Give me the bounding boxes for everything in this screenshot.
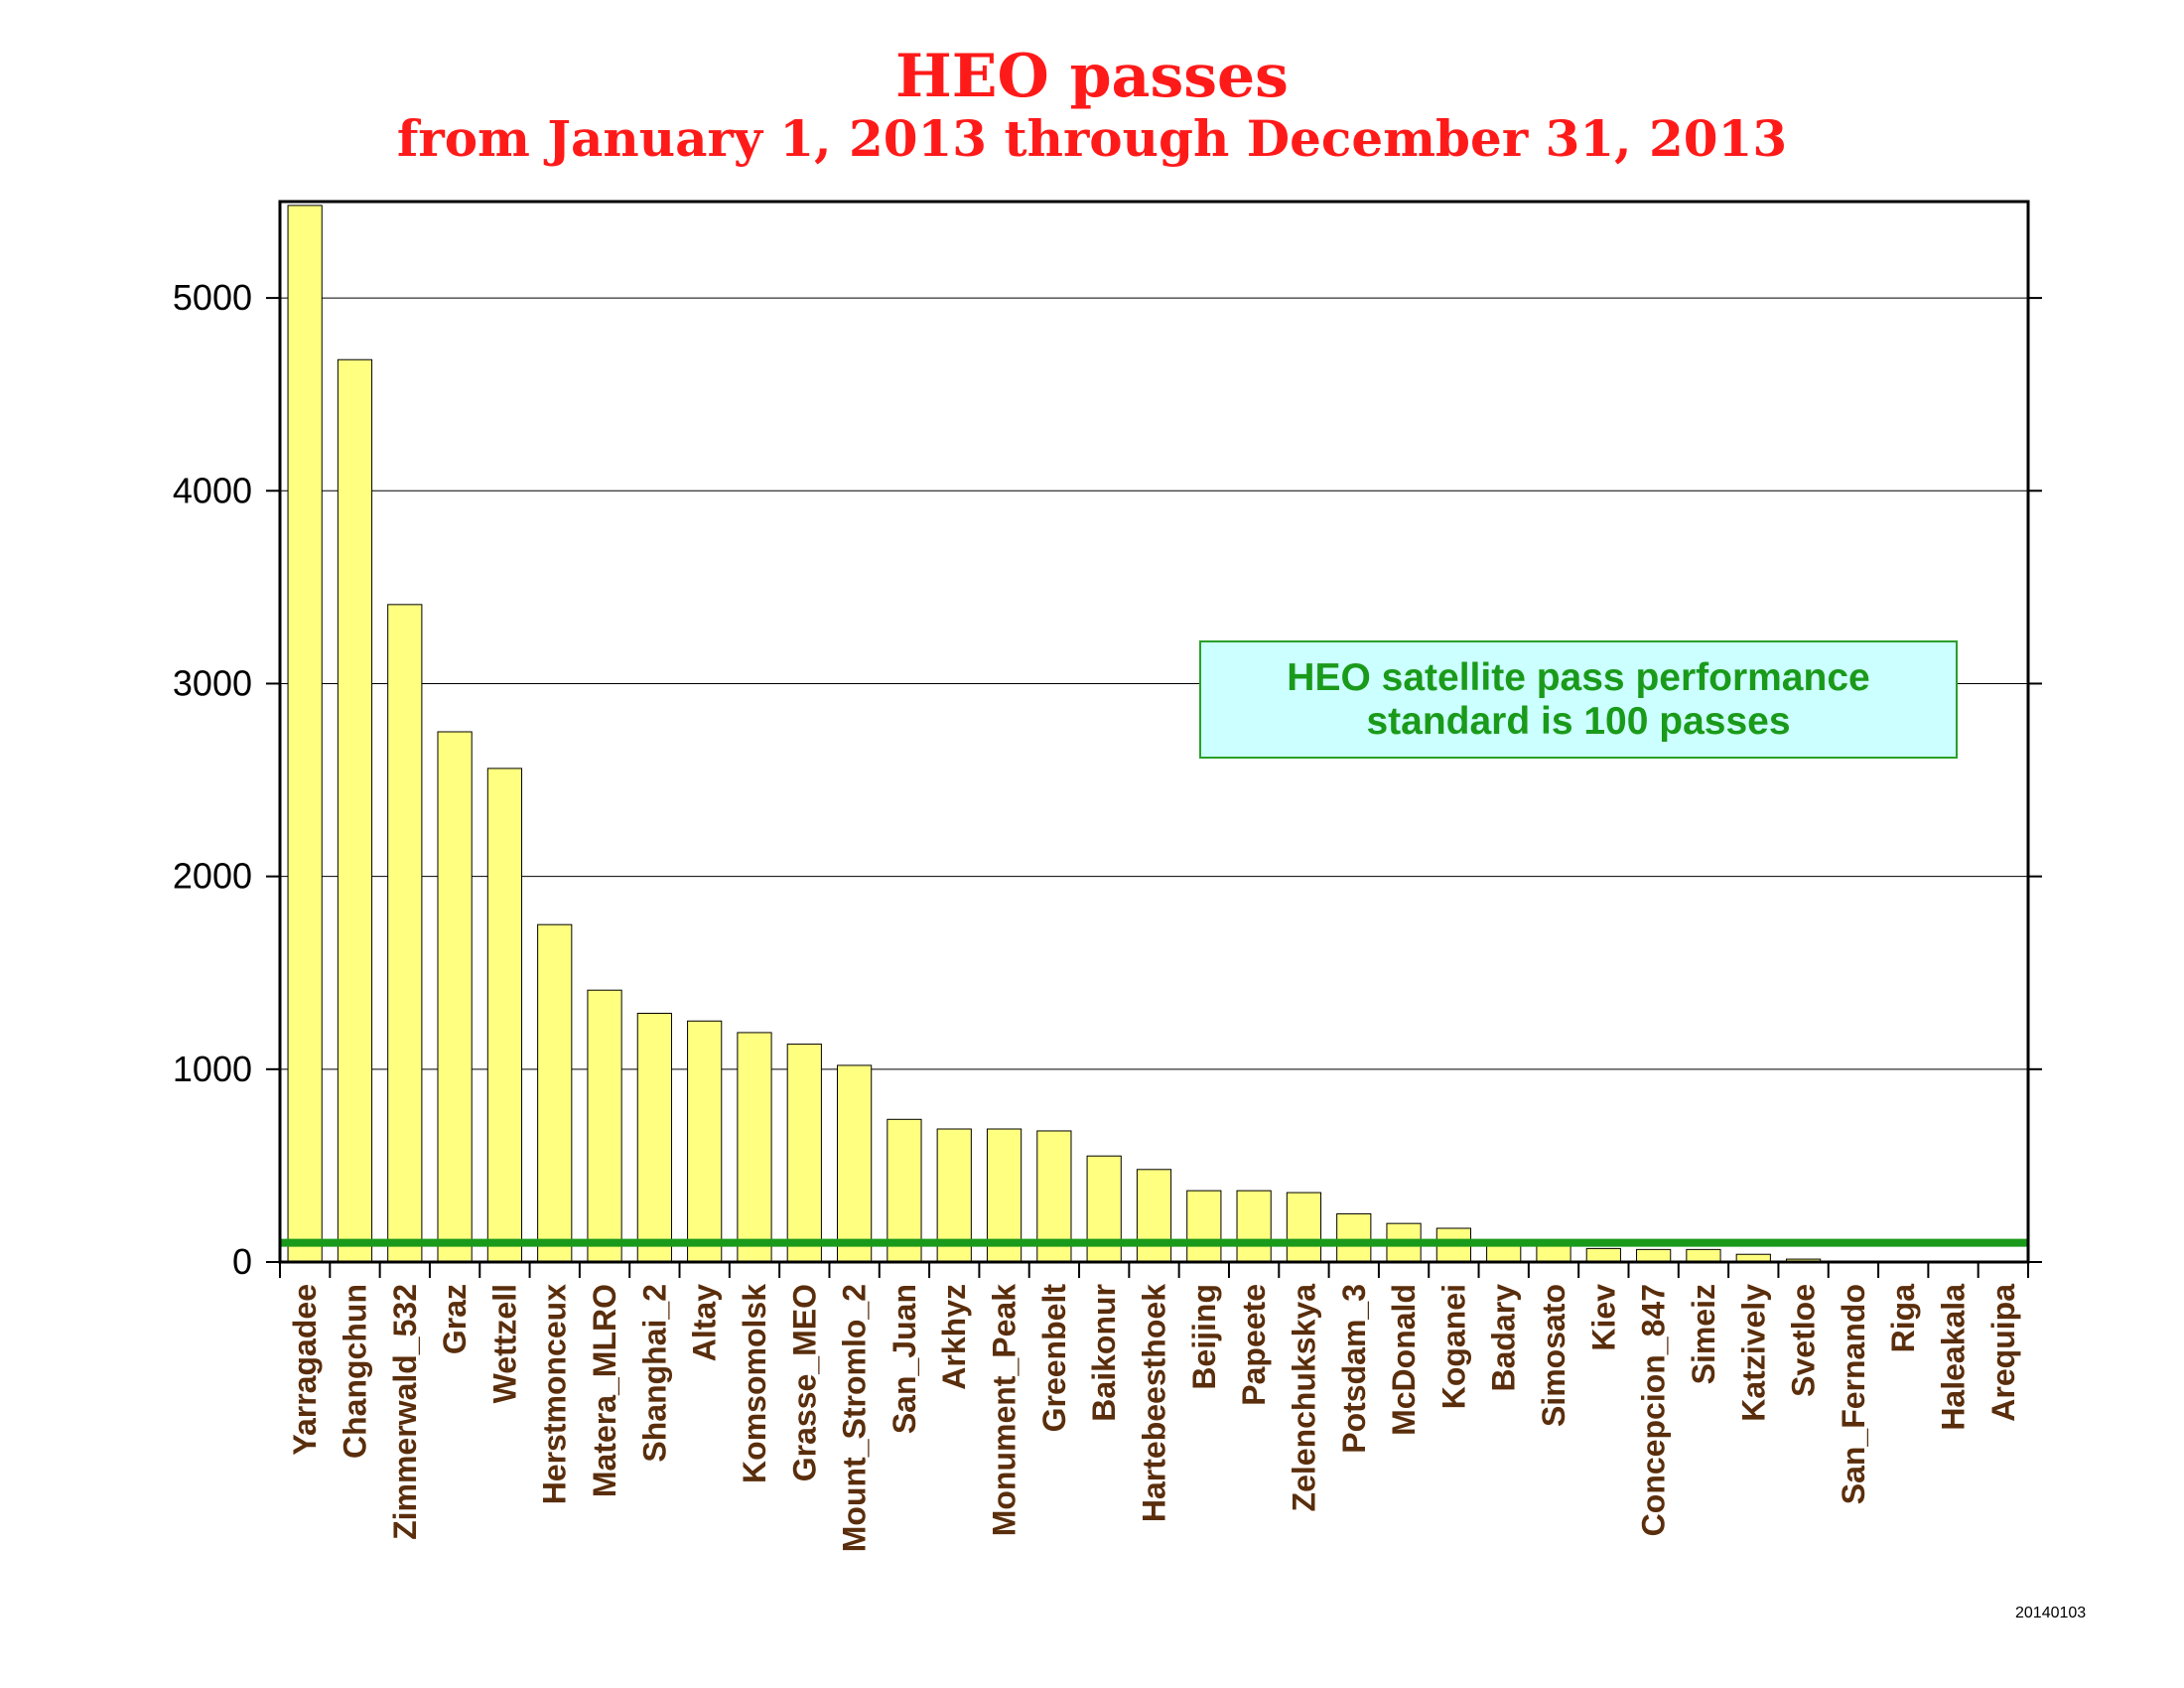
chart-title: HEO passes bbox=[895, 42, 1289, 111]
x-tick-label: Wettzell bbox=[486, 1284, 522, 1403]
x-tick-label: Altay bbox=[687, 1284, 723, 1361]
bar bbox=[587, 989, 622, 1263]
bar bbox=[486, 768, 523, 1263]
bar bbox=[837, 1064, 873, 1263]
y-tick-label: 0 bbox=[232, 1241, 252, 1282]
bar bbox=[1186, 1190, 1222, 1263]
x-tick-label: San_Juan bbox=[887, 1284, 922, 1434]
x-tick-label: Koganei bbox=[1435, 1284, 1471, 1409]
bar bbox=[1336, 1212, 1372, 1263]
x-tick-label: Katzively bbox=[1735, 1284, 1771, 1422]
bar bbox=[537, 923, 573, 1263]
chart-subtitle: from January 1, 2013 through December 31… bbox=[396, 109, 1788, 168]
x-tick-label: Simeiz bbox=[1686, 1284, 1721, 1384]
bar bbox=[287, 205, 323, 1263]
x-tick-label: Graz bbox=[437, 1284, 473, 1354]
x-tick-label: Badary bbox=[1486, 1284, 1522, 1392]
bar bbox=[737, 1032, 772, 1263]
bar bbox=[1236, 1190, 1272, 1263]
x-tick-label: Hartebeesthoek bbox=[1137, 1284, 1172, 1522]
x-tick-label: Greenbelt bbox=[1036, 1284, 1072, 1433]
x-axis: Yarragadee Changchun Zimmerwald_532 Graz Wet… bbox=[279, 1262, 2029, 1552]
bar bbox=[1686, 1248, 1721, 1263]
y-axis: 0 1000 2000 3000 4000 5000 bbox=[173, 277, 2042, 1282]
bar bbox=[387, 604, 423, 1263]
x-tick-label: Potsdam_3 bbox=[1336, 1284, 1372, 1454]
x-tick-label: McDonald bbox=[1386, 1284, 1422, 1436]
performance-standard-callout: HEO satellite pass performance standard … bbox=[1199, 640, 1958, 759]
x-tick-label: Zimmerwald_532 bbox=[387, 1284, 423, 1540]
y-tick-label: 4000 bbox=[173, 470, 252, 510]
x-tick-label: Simosato bbox=[1536, 1284, 1571, 1427]
bar bbox=[786, 1044, 822, 1263]
x-tick-label: Komsomolsk bbox=[737, 1284, 772, 1483]
x-tick-label: Mount_Stromlo_2 bbox=[837, 1284, 873, 1552]
x-tick-label: Concepcion_847 bbox=[1636, 1284, 1672, 1536]
x-tick-label: Monument_Peak bbox=[987, 1284, 1023, 1536]
x-tick-label: Papeete bbox=[1236, 1284, 1272, 1406]
x-tick-label: Changchun bbox=[337, 1284, 372, 1459]
bar bbox=[437, 731, 473, 1263]
bar bbox=[337, 358, 373, 1263]
x-tick-label: Beijing bbox=[1186, 1284, 1222, 1390]
date-stamp: 20140103 bbox=[2015, 1605, 2087, 1621]
bar bbox=[1636, 1248, 1672, 1263]
callout-line-1: HEO satellite pass performance bbox=[1287, 655, 1870, 699]
callout-line-2: standard is 100 passes bbox=[1366, 699, 1791, 743]
bar bbox=[1136, 1169, 1172, 1263]
bar bbox=[887, 1118, 922, 1263]
x-tick-label: Yarragadee bbox=[287, 1284, 323, 1456]
x-tick-label: Arequipa bbox=[1985, 1284, 2021, 1422]
plot-border bbox=[278, 200, 2030, 1264]
bar bbox=[636, 1013, 672, 1263]
x-tick-label: Matera_MLRO bbox=[587, 1284, 622, 1497]
x-tick-label: San_Fernando bbox=[1836, 1284, 1871, 1504]
bar bbox=[1585, 1247, 1621, 1263]
x-tick-label: Grasse_MEO bbox=[786, 1284, 822, 1481]
y-tick-label: 1000 bbox=[173, 1049, 252, 1089]
plot-frame bbox=[278, 200, 2030, 1264]
x-tick-label: Zelenchukskya bbox=[1286, 1284, 1321, 1512]
y-tick-label: 3000 bbox=[173, 662, 252, 703]
x-tick-label: Haleakala bbox=[1936, 1284, 1972, 1431]
y-tick-label: 2000 bbox=[173, 856, 252, 897]
x-tick-label: Baikonur bbox=[1086, 1284, 1122, 1422]
x-tick-label: Shanghai_2 bbox=[636, 1284, 672, 1463]
y-tick-label: 5000 bbox=[173, 277, 252, 318]
bar bbox=[1286, 1192, 1322, 1263]
x-tick-label: Svetloe bbox=[1786, 1284, 1822, 1397]
x-tick-label: Kiev bbox=[1585, 1284, 1621, 1351]
x-tick-label: Riga bbox=[1885, 1284, 1921, 1353]
bar bbox=[687, 1020, 723, 1263]
x-tick-label: Herstmonceux bbox=[537, 1284, 573, 1505]
x-tick-label: Arkhyz bbox=[936, 1284, 972, 1390]
